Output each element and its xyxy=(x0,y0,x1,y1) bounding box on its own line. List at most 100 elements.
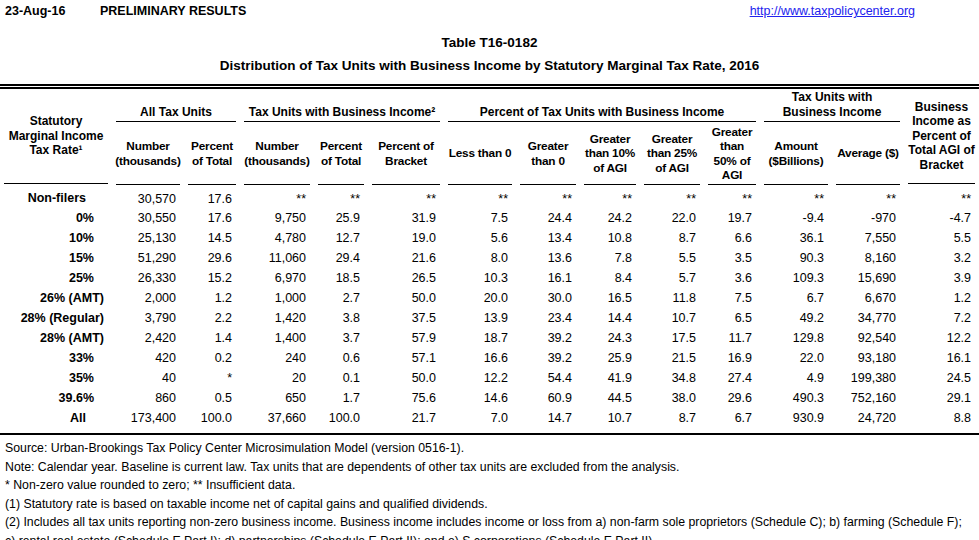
cell-value: 5.5 xyxy=(640,248,704,268)
cell-value: 6.7 xyxy=(704,408,760,434)
cell-value: 129.8 xyxy=(760,328,832,348)
distribution-table: Statutory Marginal Income Tax Rate¹ All … xyxy=(0,84,979,435)
cell-value: 7.5 xyxy=(704,288,760,308)
cell-value: 6.5 xyxy=(704,308,760,328)
footnote-line: Source: Urban-Brookings Tax Policy Cente… xyxy=(5,439,974,458)
cell-value: 8.7 xyxy=(640,408,704,434)
cell-value: 17.5 xyxy=(640,328,704,348)
cell-value: 4.9 xyxy=(760,368,832,388)
cell-value: 3,790 xyxy=(112,308,184,328)
cell-value: ** xyxy=(580,185,640,208)
cell-value: 3.9 xyxy=(904,268,979,288)
cell-value: 420 xyxy=(112,348,184,368)
cell-value: * xyxy=(184,368,240,388)
row-label: All xyxy=(0,408,112,434)
table-number-title: Table T16-0182 xyxy=(0,35,979,50)
cell-value: 12.2 xyxy=(444,368,516,388)
cell-value: 75.6 xyxy=(368,388,444,408)
cell-value: 4,780 xyxy=(240,228,314,248)
cell-value: 27.4 xyxy=(704,368,760,388)
cell-value: ** xyxy=(760,185,832,208)
cell-value: 30.0 xyxy=(516,288,580,308)
footnote-line: * Non-zero value rounded to zero; ** Ins… xyxy=(5,476,974,495)
cell-value: 26,330 xyxy=(112,268,184,288)
table-row: 25%26,33015.26,97018.526.510.316.18.45.7… xyxy=(0,268,979,288)
cell-value: 93,180 xyxy=(832,348,904,368)
cell-value: 37,660 xyxy=(240,408,314,434)
row-label: 15% xyxy=(0,248,112,268)
cell-value: 37.5 xyxy=(368,308,444,328)
cell-value: 51,290 xyxy=(112,248,184,268)
table-row: 28% (AMT)2,4201.41,4003.757.918.739.224.… xyxy=(0,328,979,348)
cell-value: 1.2 xyxy=(184,288,240,308)
cell-value: 10.3 xyxy=(444,268,516,288)
cell-value: ** xyxy=(314,185,368,208)
cell-value: ** xyxy=(444,185,516,208)
cell-value: 930.9 xyxy=(760,408,832,434)
cell-value: 92,540 xyxy=(832,328,904,348)
cell-value: ** xyxy=(640,185,704,208)
cell-value: 17.6 xyxy=(184,208,240,228)
cell-value: 6.6 xyxy=(704,228,760,248)
cell-value: 16.5 xyxy=(580,288,640,308)
cell-value: 15.2 xyxy=(184,268,240,288)
cell-value: ** xyxy=(832,185,904,208)
cell-value: 14.4 xyxy=(580,308,640,328)
cell-value: 7.8 xyxy=(580,248,640,268)
row-label: 39.6% xyxy=(0,388,112,408)
row-label: 35% xyxy=(0,368,112,388)
cell-value: 8.8 xyxy=(904,408,979,434)
row-header-statutory-rate: Statutory Marginal Income Tax Rate¹ xyxy=(0,87,112,186)
cell-value: 26.5 xyxy=(368,268,444,288)
cell-value: 19.0 xyxy=(368,228,444,248)
cell-value: 25,130 xyxy=(112,228,184,248)
cell-value: 50.0 xyxy=(368,368,444,388)
cell-value: 3.2 xyxy=(904,248,979,268)
cell-value: 9,750 xyxy=(240,208,314,228)
cell-value: -970 xyxy=(832,208,904,228)
cell-value: 30,550 xyxy=(112,208,184,228)
cell-value: 19.7 xyxy=(704,208,760,228)
cell-value: 34.8 xyxy=(640,368,704,388)
cell-value: 18.7 xyxy=(444,328,516,348)
cell-value: 60.9 xyxy=(516,388,580,408)
cell-value: 7.2 xyxy=(904,308,979,328)
row-header-text: Statutory Marginal Income Tax Rate¹ xyxy=(4,89,108,184)
cell-value: ** xyxy=(516,185,580,208)
column-header: Greater than 10% of AGI xyxy=(580,122,640,185)
cell-value: 1.7 xyxy=(314,388,368,408)
cell-value: 10.7 xyxy=(640,308,704,328)
footnote-line: (2) Includes all tax units reporting non… xyxy=(5,513,974,540)
cell-value: 12.7 xyxy=(314,228,368,248)
cell-value: 11.8 xyxy=(640,288,704,308)
cell-value: ** xyxy=(368,185,444,208)
column-header: Less than 0 xyxy=(444,122,516,185)
column-group-header: Tax Units with Business Income² xyxy=(240,87,444,123)
cell-value: 50.0 xyxy=(368,288,444,308)
column-header: Percent of Total xyxy=(184,122,240,185)
taxpolicycenter-link[interactable]: http://www.taxpolicycenter.org xyxy=(750,4,915,18)
cell-value: 24.2 xyxy=(580,208,640,228)
cell-value: 3.8 xyxy=(314,308,368,328)
cell-value: 100.0 xyxy=(184,408,240,434)
cell-value: 29.6 xyxy=(704,388,760,408)
cell-value: 20.0 xyxy=(444,288,516,308)
cell-value: 1,000 xyxy=(240,288,314,308)
cell-value: 10.7 xyxy=(580,408,640,434)
cell-value: 860 xyxy=(112,388,184,408)
cell-value: 34,770 xyxy=(832,308,904,328)
cell-value: 1.2 xyxy=(904,288,979,308)
date-label: 23-Aug-16 xyxy=(5,4,100,18)
cell-value: 54.4 xyxy=(516,368,580,388)
cell-value: 8.0 xyxy=(444,248,516,268)
cell-value: 1,420 xyxy=(240,308,314,328)
cell-value: -4.7 xyxy=(904,208,979,228)
cell-value: 24.4 xyxy=(516,208,580,228)
cell-value: 15,690 xyxy=(832,268,904,288)
table-row: 15%51,29029.611,06029.421.68.013.67.85.5… xyxy=(0,248,979,268)
column-group-header: All Tax Units xyxy=(112,87,240,123)
cell-value: 7,550 xyxy=(832,228,904,248)
cell-value: 24,720 xyxy=(832,408,904,434)
cell-value: 57.1 xyxy=(368,348,444,368)
cell-value: 20 xyxy=(240,368,314,388)
